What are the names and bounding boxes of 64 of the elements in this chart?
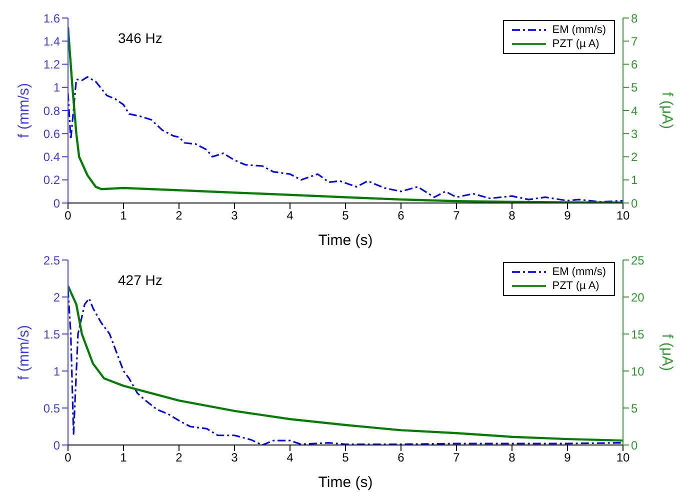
- y2-tick-label: 7: [631, 34, 638, 48]
- y2-tick-label: 6: [631, 58, 638, 72]
- x-tick-label: 10: [616, 208, 630, 223]
- y-axis-title: f (mm/s): [15, 83, 32, 138]
- y-tick-label: 0.4: [43, 150, 60, 164]
- y-tick-label: 1.5: [43, 327, 60, 342]
- y2-tick-label: 8: [631, 11, 638, 26]
- y2-tick-label: 15: [631, 327, 645, 342]
- y-tick-label: 1: [53, 80, 60, 95]
- y-tick-label: 0.8: [43, 104, 60, 118]
- y-tick-label: 1.6: [43, 11, 60, 26]
- y2-tick-label: 3: [631, 126, 638, 141]
- y-tick-label: 0.5: [43, 401, 60, 416]
- x-tick-label: 5: [342, 208, 350, 223]
- x-tick-label: 1: [120, 450, 128, 465]
- y2-tick-label: 0: [631, 196, 638, 210]
- y-tick-label: 2: [53, 290, 60, 304]
- x-tick-label: 0: [64, 450, 72, 465]
- y-tick-label: 1.4: [43, 34, 60, 48]
- x-tick-label: 7: [453, 450, 460, 465]
- y2-tick-label: 5: [631, 401, 638, 416]
- x-axis-title: Time (s): [318, 474, 373, 491]
- x-tick-label: 4: [286, 208, 294, 223]
- y-axis-title: f (mm/s): [15, 325, 32, 380]
- y-tick-label: 0: [53, 438, 60, 452]
- legend-label: EM (mm/s): [552, 23, 606, 37]
- x-tick-label: 6: [398, 450, 405, 465]
- y2-tick-label: 20: [631, 290, 645, 304]
- x-tick-label: 6: [398, 208, 405, 223]
- y2-tick-label: 4: [631, 104, 638, 118]
- x-axis-title: Time (s): [318, 232, 373, 249]
- x-tick-label: 1: [120, 208, 128, 223]
- x-tick-label: 9: [564, 208, 572, 223]
- annotation: 427 Hz: [118, 272, 162, 288]
- annotation: 346 Hz: [118, 30, 162, 46]
- y2-tick-label: 5: [631, 80, 638, 95]
- x-tick-label: 2: [176, 208, 183, 223]
- y-tick-label: 0.6: [43, 126, 60, 141]
- x-tick-label: 10: [616, 450, 630, 465]
- x-tick-label: 7: [453, 208, 460, 223]
- y-tick-label: 0: [53, 196, 60, 210]
- y-tick-label: 2.5: [43, 253, 60, 268]
- x-tick-label: 8: [508, 450, 516, 465]
- y2-tick-label: 25: [631, 253, 645, 268]
- legend-label: PZT (µ A): [552, 37, 600, 51]
- legend-label: EM (mm/s): [552, 265, 606, 279]
- legend-label: PZT (µ A): [552, 279, 600, 293]
- y2-axis-title: f (μA): [658, 334, 676, 371]
- x-tick-label: 3: [231, 450, 238, 465]
- x-tick-label: 4: [286, 450, 294, 465]
- x-tick-label: 5: [342, 450, 350, 465]
- y2-tick-label: 10: [631, 364, 645, 378]
- y2-tick-label: 1: [631, 173, 638, 188]
- y-tick-label: 1: [53, 364, 60, 378]
- x-tick-label: 3: [231, 208, 238, 223]
- x-tick-label: 2: [176, 450, 183, 465]
- y2-tick-label: 2: [631, 150, 638, 164]
- y2-axis-title: f (μA): [658, 92, 676, 129]
- y2-tick-label: 0: [631, 438, 638, 452]
- y-tick-label: 1.2: [43, 58, 60, 72]
- x-tick-label: 0: [64, 208, 72, 223]
- x-tick-label: 9: [564, 450, 572, 465]
- x-tick-label: 8: [508, 208, 516, 223]
- y-tick-label: 0.2: [43, 173, 60, 188]
